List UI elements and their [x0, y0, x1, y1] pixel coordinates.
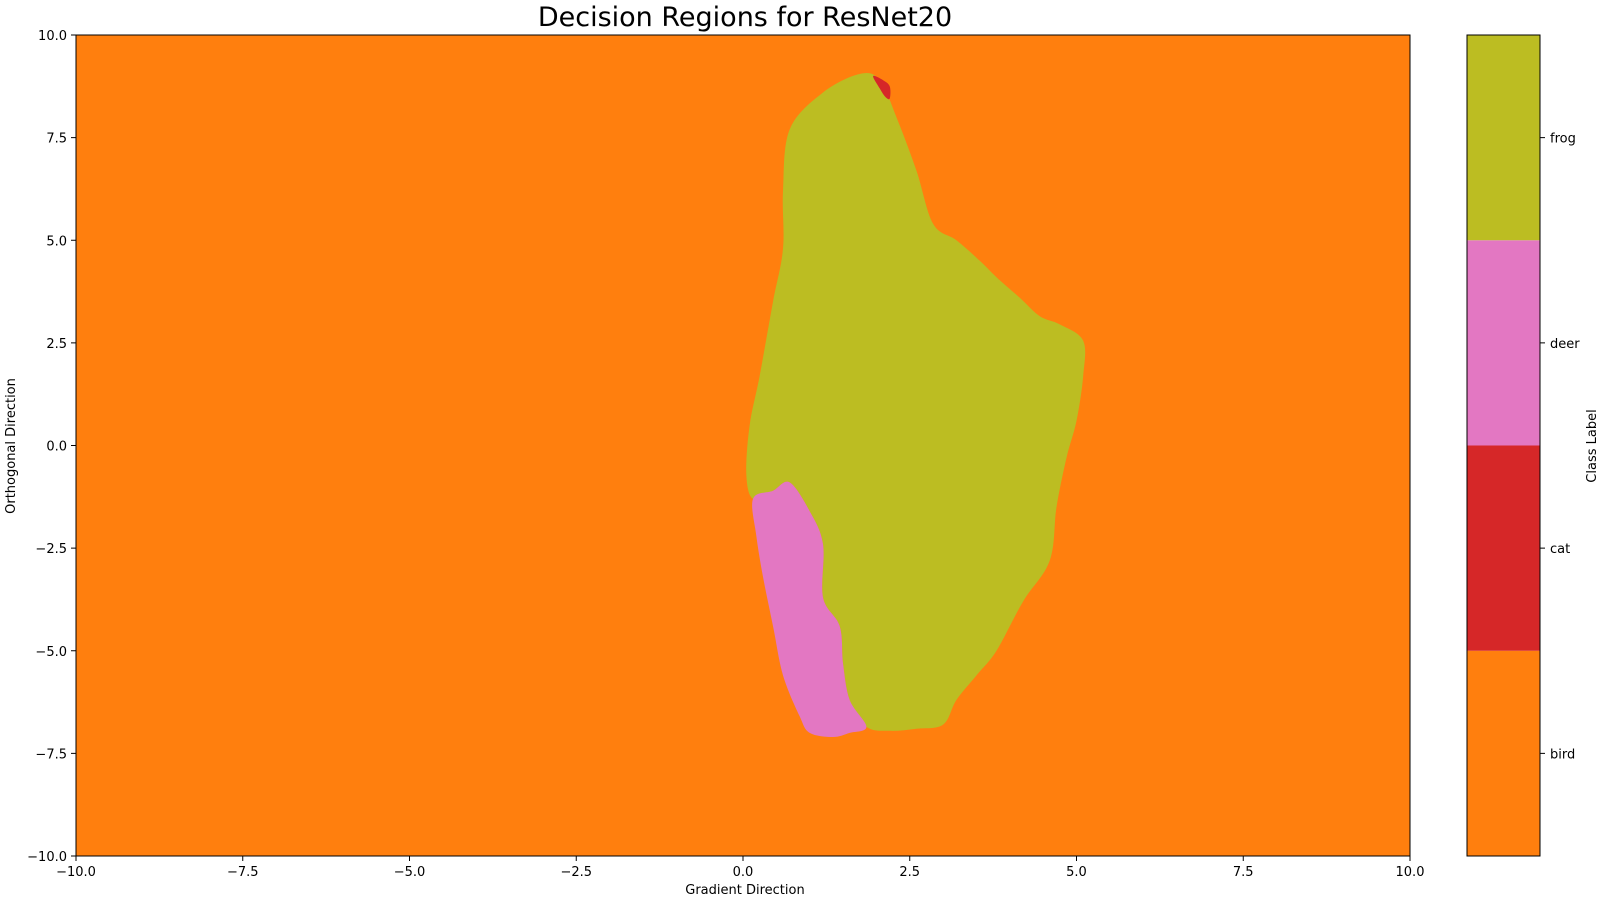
x-axis-label: Gradient Direction	[685, 883, 804, 898]
x-tick-label: 0.0	[733, 865, 754, 880]
region-cat	[873, 75, 891, 100]
plot-area	[75, 34, 1411, 857]
colorbar-tick-label: deer	[1550, 337, 1580, 352]
y-tick-label: 7.5	[46, 132, 67, 147]
y-axis: −10.0 −7.5 −5.0 −2.5 0.0 2.5 5.0 7.5 10.0	[27, 29, 76, 865]
x-tick-label: −5.0	[394, 865, 426, 880]
x-tick-label: 7.5	[1233, 865, 1254, 880]
y-tick-label: 5.0	[46, 234, 67, 249]
x-tick-label: −10.0	[56, 865, 96, 880]
x-tick-label: 10.0	[1396, 865, 1425, 880]
colorbar-frame	[1466, 34, 1541, 857]
colorbar-tick-label: cat	[1550, 542, 1570, 557]
y-tick-label: −5.0	[35, 645, 67, 660]
y-tick-label: 10.0	[38, 29, 67, 44]
y-tick-label: 2.5	[46, 337, 67, 352]
region-bird-background	[76, 35, 1410, 856]
colorbar-tick-label: bird	[1550, 747, 1575, 762]
x-axis: −10.0 −7.5 −5.0 −2.5 0.0 2.5 5.0 7.5 10.0	[56, 856, 1424, 880]
y-axis-label: Orthogonal Direction	[4, 378, 19, 514]
colorbar-label: Class Label	[1585, 409, 1600, 482]
region-frog	[746, 73, 1086, 731]
colorbar-segment-cat	[1467, 445, 1540, 651]
x-tick-label: 5.0	[1066, 865, 1087, 880]
colorbar-segment-bird	[1467, 650, 1540, 856]
y-tick-label: −7.5	[35, 747, 67, 762]
colorbar-tick-label: frog	[1550, 132, 1576, 147]
x-tick-label: −2.5	[560, 865, 592, 880]
y-tick-label: −10.0	[27, 850, 67, 865]
colorbar-segment-deer	[1467, 240, 1540, 446]
colorbar: bird cat deer frog	[1466, 34, 1580, 857]
y-tick-label: 0.0	[46, 440, 67, 455]
x-tick-label: 2.5	[899, 865, 920, 880]
chart-title: Decision Regions for ResNet20	[538, 2, 952, 33]
colorbar-segment-frog	[1467, 35, 1540, 241]
x-tick-label: −7.5	[227, 865, 259, 880]
region-deer	[752, 481, 867, 737]
y-tick-label: −2.5	[35, 542, 67, 557]
